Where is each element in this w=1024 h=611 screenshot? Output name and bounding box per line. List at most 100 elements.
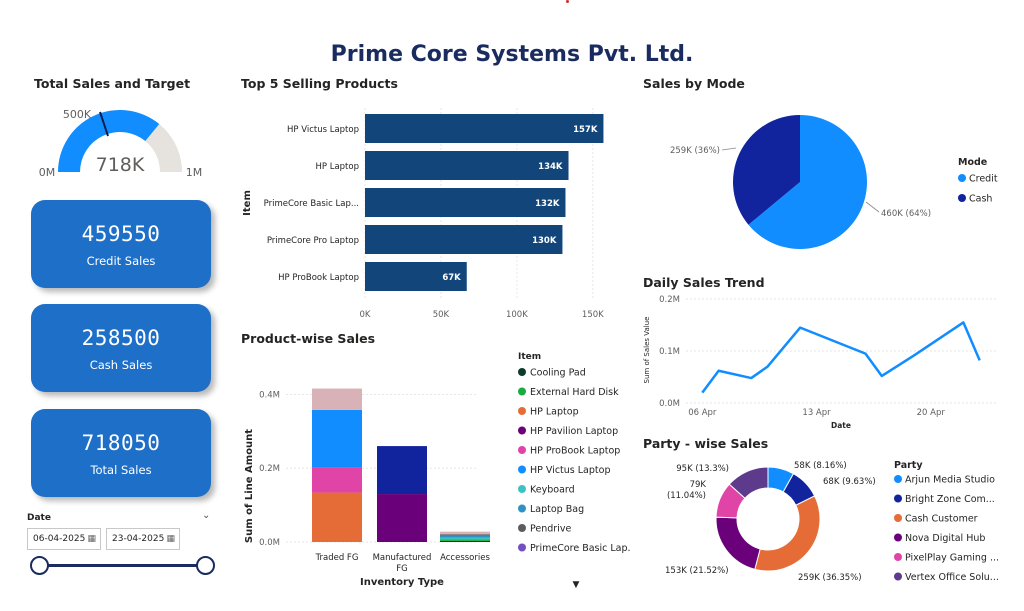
party-legend-marker [894, 475, 902, 483]
party-data-label: 58K (8.16%) [794, 461, 847, 471]
top5-bar-chart[interactable]: Item 0K 50K 100K 150K 157K HP Victus Laptop 1… [240, 98, 620, 328]
product-legend-marker [518, 504, 526, 513]
top5-x-tick: 50K [433, 310, 450, 320]
trend-series-line [701, 321, 981, 394]
party-legend-label: Vertex Office Solu... [905, 572, 999, 583]
mode-legend-label: Cash [969, 194, 992, 205]
product-bar-segment [440, 535, 490, 538]
product-x-tick: Traded FG [315, 553, 359, 563]
end-date-input[interactable]: 23-04-2025 ▦ [106, 528, 180, 550]
mode-label-leader [721, 147, 737, 151]
date-slider-start-handle[interactable] [30, 556, 49, 575]
party-legend-label: Nova Digital Hub [905, 533, 985, 544]
mode-data-label: 259K (36%) [670, 146, 720, 156]
product-legend-marker [518, 465, 526, 474]
top5-bar [365, 114, 604, 143]
product-legend-marker [518, 543, 526, 552]
top5-bar [365, 188, 566, 217]
product-legend-label: HP ProBook Laptop [530, 446, 620, 457]
trend-x-axis-label: Date [831, 421, 851, 430]
party-data-label: 68K (9.63%) [823, 477, 876, 487]
product-legend-label: PrimeCore Basic Lap... [530, 543, 630, 554]
mode-legend-marker [958, 194, 966, 202]
total-sales-value: 718050 [81, 431, 161, 455]
product-legend-label: Cooling Pad [530, 368, 586, 379]
top5-category-label: HP ProBook Laptop [278, 273, 359, 283]
cash-sales-value: 258500 [81, 326, 161, 350]
party-legend-title: Party [894, 460, 923, 471]
top5-category-label: PrimeCore Pro Laptop [267, 236, 359, 246]
product-bar-segment [440, 534, 490, 536]
top5-x-tick: 0K [360, 310, 371, 320]
gauge-chart[interactable]: 718K 0M 1M 500K [20, 96, 220, 186]
date-range-slider-track[interactable] [39, 564, 205, 567]
top5-bar-label: 132K [535, 199, 560, 209]
date-slider-end-handle[interactable] [196, 556, 215, 575]
product-bar-segment [312, 409, 362, 468]
product-x-tick: Accessories [440, 553, 490, 563]
trend-y-axis-label: Sum of Sales Value [643, 317, 651, 384]
date-slicer-title: Date [27, 513, 51, 523]
cash-sales-card[interactable]: 258500 Cash Sales [31, 304, 211, 392]
party-sales-title: Party - wise Sales [643, 436, 769, 451]
product-legend-marker [518, 407, 526, 415]
top-marker [566, 0, 569, 3]
top5-bar-label: 67K [442, 273, 461, 283]
credit-sales-label: Credit Sales [86, 254, 156, 268]
sales-mode-pie-chart[interactable]: Mode Credit Cash 460K (64%) 259K (36%) [640, 96, 1024, 266]
party-legend-marker [894, 553, 902, 561]
product-stacked-bar-chart[interactable]: Sum of Line Amount Inventory Type ▼ Item… [240, 348, 630, 594]
trend-y-tick: 0.1M [659, 347, 680, 357]
end-date-value: 23-04-2025 [112, 534, 165, 544]
trend-x-tick: 06 Apr [688, 408, 717, 418]
product-y-axis-label: Sum of Line Amount [244, 429, 255, 543]
product-bar-segment [377, 494, 427, 542]
product-bar-segment [440, 540, 490, 542]
gauge-target-label: 500K [63, 108, 92, 121]
party-donut-slice [728, 466, 769, 499]
product-y-tick: 0.0M [259, 538, 280, 548]
credit-sales-card[interactable]: 459550 Credit Sales [31, 200, 211, 288]
product-sales-title: Product-wise Sales [241, 331, 376, 346]
party-donut-slice [754, 495, 821, 572]
gauge-fill [58, 110, 160, 172]
party-donut-chart[interactable]: Party 58K (8.16%) 68K (9.63%) 259K (36.35%… [640, 452, 1024, 602]
legend-scroll-down-icon[interactable]: ▼ [573, 580, 580, 590]
mode-legend-marker [958, 174, 966, 182]
start-date-input[interactable]: 06-04-2025 ▦ [27, 528, 101, 550]
cash-sales-label: Cash Sales [89, 358, 153, 372]
top5-category-label: PrimeCore Basic Lap... [264, 199, 359, 209]
total-sales-card[interactable]: 718050 Total Sales [31, 409, 211, 497]
product-x-axis-label: Inventory Type [360, 577, 444, 588]
gauge-min-label: 0M [39, 166, 56, 179]
party-donut-slice [715, 516, 761, 570]
product-bar-segment [440, 539, 490, 541]
total-sales-label: Total Sales [90, 463, 152, 477]
product-legend-label: Laptop Bag [530, 504, 584, 515]
product-bar-segment [312, 492, 362, 542]
top5-bar [365, 262, 467, 291]
top5-x-tick: 100K [506, 310, 528, 320]
top5-bar-label: 130K [532, 236, 557, 246]
chevron-down-icon[interactable]: ⌄ [202, 510, 211, 521]
daily-trend-line-chart[interactable]: Sum of Sales Value Date 0.0M 0.1M 0.2M 06 A… [640, 290, 1024, 432]
trend-y-tick: 0.2M [659, 295, 680, 305]
dashboard-title: Prime Core Systems Pvt. Ltd. [330, 42, 694, 67]
calendar-icon[interactable]: ▦ [166, 534, 175, 544]
mode-label-leader [865, 201, 880, 213]
party-legend-label: PixelPlay Gaming ... [905, 553, 999, 564]
calendar-icon[interactable]: ▦ [87, 534, 96, 544]
mode-pie-slice [748, 115, 867, 249]
product-legend-marker [518, 524, 526, 532]
party-legend-marker [894, 494, 902, 503]
product-legend-marker [518, 485, 526, 493]
sales-mode-title: Sales by Mode [643, 76, 745, 91]
mode-data-label: 460K (64%) [881, 209, 931, 219]
product-legend-label: HP Laptop [530, 407, 579, 418]
party-data-label: 79K [690, 480, 707, 490]
party-legend-marker [894, 572, 902, 581]
product-legend-label: HP Pavilion Laptop [530, 426, 618, 437]
top5-bar [365, 225, 563, 254]
top5-category-label: HP Victus Laptop [287, 125, 359, 135]
product-bar-segment [312, 467, 362, 493]
